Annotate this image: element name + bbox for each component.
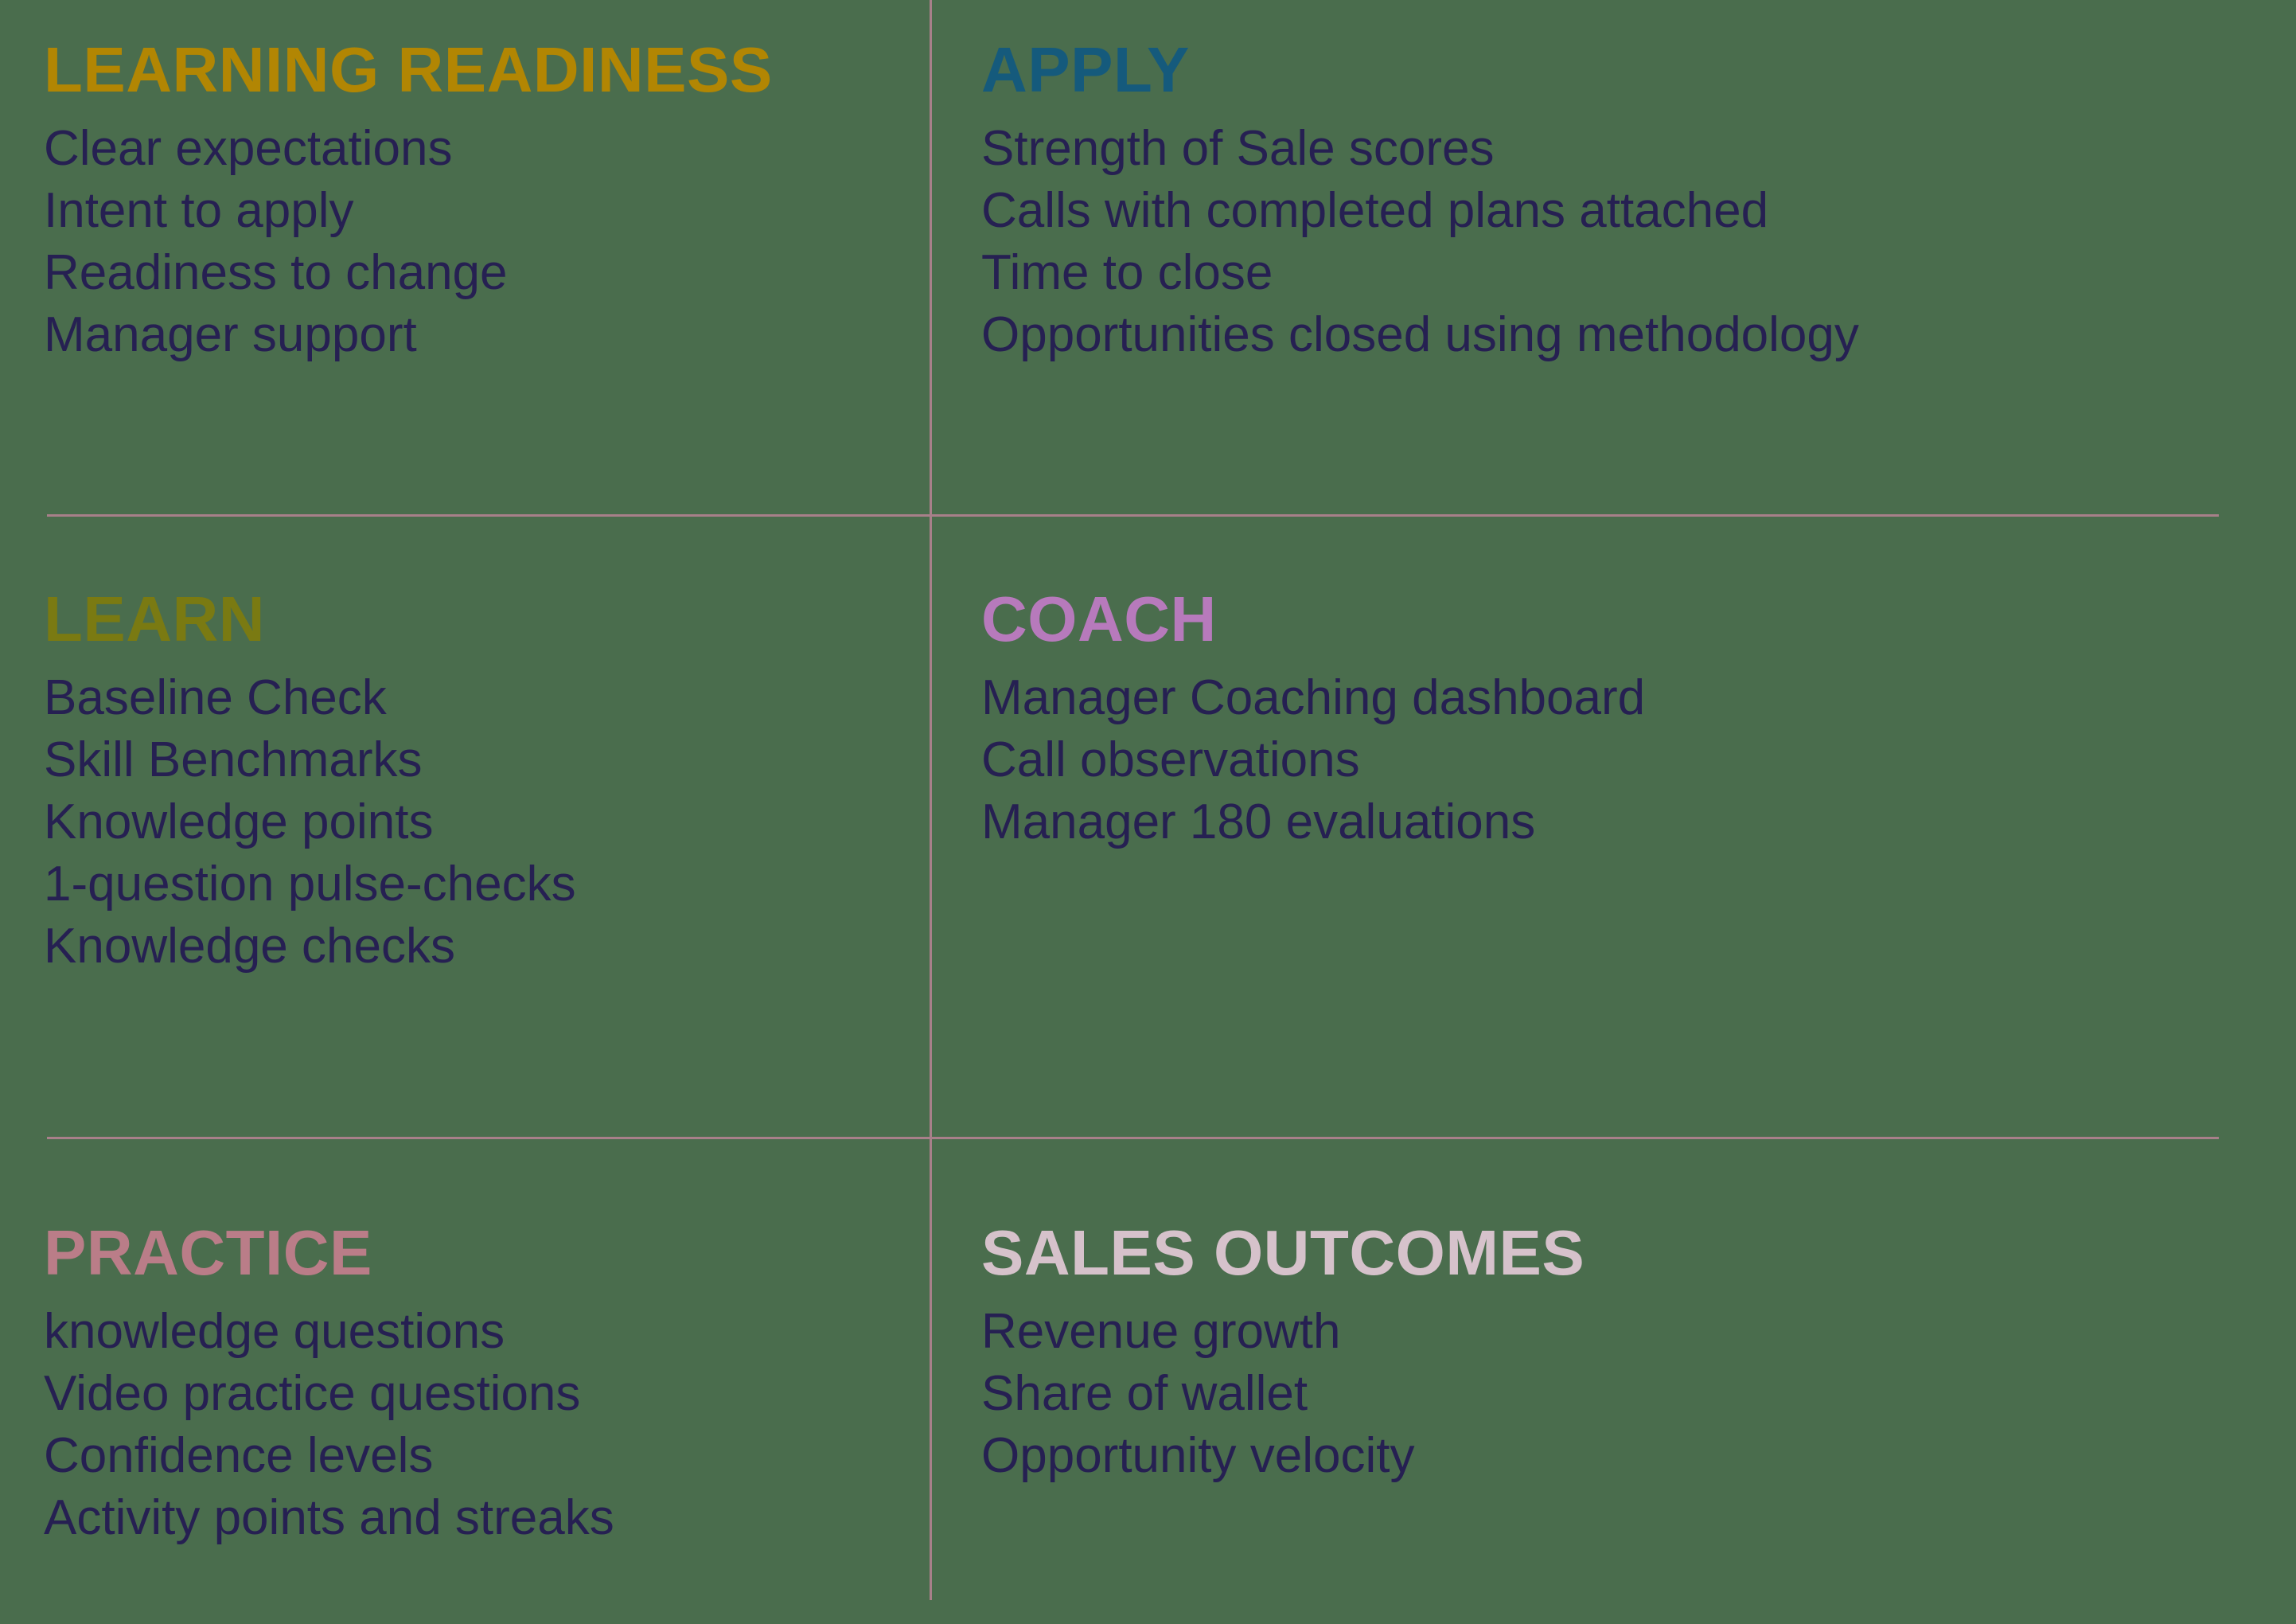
quadrant-learn: LEARN Baseline Check Skill Benchmarks Know… bbox=[44, 583, 887, 978]
metric-list-practice: knowledge questions Video practice questi… bbox=[44, 1301, 887, 1549]
metric-list-learn: Baseline Check Skill Benchmarks Knowledge … bbox=[44, 667, 887, 978]
quadrant-sales-outcomes: SALES OUTCOMES Revenue growth Share of wa… bbox=[981, 1216, 2255, 1487]
metric-item: Time to close bbox=[981, 245, 1273, 300]
metric-item: Share of wallet bbox=[981, 1366, 1308, 1421]
metric-item: Manager 180 evaluations bbox=[981, 794, 1536, 849]
quadrant-apply: APPLY Strength of Sale scores Calls with … bbox=[981, 33, 2255, 366]
metric-item: Confidence levels bbox=[44, 1428, 434, 1483]
metric-list-apply: Strength of Sale scores Calls with comple… bbox=[981, 118, 2255, 366]
metric-item: Manager Coaching dashboard bbox=[981, 670, 1646, 725]
metric-item: Opportunities closed using methodology bbox=[981, 307, 1859, 362]
metric-list-sales-outcomes: Revenue growth Share of wallet Opportunity… bbox=[981, 1301, 2255, 1487]
metric-item: Knowledge checks bbox=[44, 919, 455, 974]
metric-item: knowledge questions bbox=[44, 1304, 505, 1359]
metric-item: Readiness to change bbox=[44, 245, 508, 300]
quadrant-practice: PRACTICE knowledge questions Video practi… bbox=[44, 1216, 887, 1549]
metric-item: Strength of Sale scores bbox=[981, 121, 1495, 176]
metric-list-learning-readiness: Clear expectations Intent to apply Readine… bbox=[44, 118, 887, 366]
quadrant-title-practice: PRACTICE bbox=[44, 1217, 372, 1288]
metric-item: 1-question pulse-checks bbox=[44, 857, 576, 912]
quadrant-coach: COACH Manager Coaching dashboard Call obs… bbox=[981, 583, 2255, 853]
quadrant-learning-readiness: LEARNING READINESS Clear expectations Int… bbox=[44, 33, 887, 366]
quadrant-title-sales-outcomes: SALES OUTCOMES bbox=[981, 1217, 1585, 1288]
quadrant-title-learning-readiness: LEARNING READINESS bbox=[44, 34, 773, 105]
metric-item: Activity points and streaks bbox=[44, 1490, 614, 1545]
metric-item: Intent to apply bbox=[44, 183, 354, 238]
metric-item: Call observations bbox=[981, 732, 1360, 787]
horizontal-divider-line-top bbox=[47, 514, 2219, 517]
horizontal-divider-line-bottom bbox=[47, 1137, 2219, 1139]
metric-item: Clear expectations bbox=[44, 121, 453, 176]
metric-item: Skill Benchmarks bbox=[44, 732, 423, 787]
metric-item: Revenue growth bbox=[981, 1304, 1341, 1359]
quadrant-title-apply: APPLY bbox=[981, 34, 1190, 105]
metric-item: Knowledge points bbox=[44, 794, 434, 849]
metric-item: Calls with completed plans attached bbox=[981, 183, 1769, 238]
quadrant-title-learn: LEARN bbox=[44, 584, 266, 654]
metric-list-coach: Manager Coaching dashboard Call observati… bbox=[981, 667, 2255, 853]
metric-item: Opportunity velocity bbox=[981, 1428, 1415, 1483]
vertical-divider-line bbox=[930, 0, 932, 1600]
quadrant-title-coach: COACH bbox=[981, 584, 1217, 654]
metric-item: Video practice questions bbox=[44, 1366, 581, 1421]
metric-item: Baseline Check bbox=[44, 670, 387, 725]
metric-item: Manager support bbox=[44, 307, 417, 362]
